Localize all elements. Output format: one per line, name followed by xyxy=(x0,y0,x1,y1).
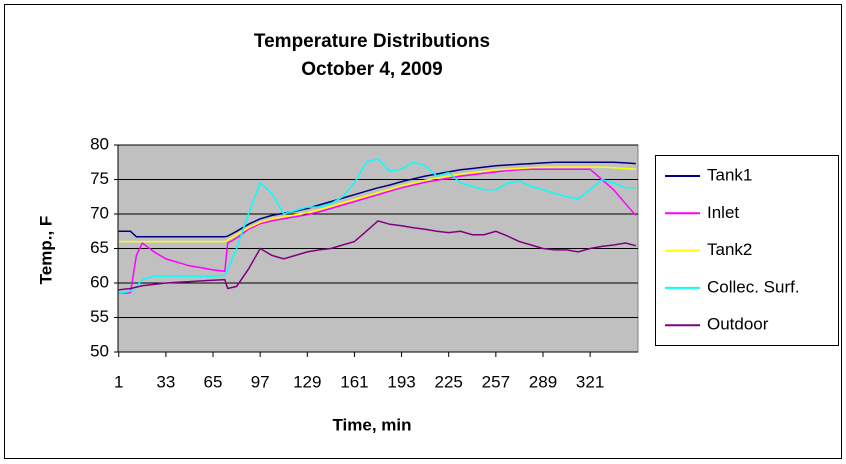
x-tick-label: 97 xyxy=(251,372,270,391)
x-tick-label: 65 xyxy=(204,372,223,391)
legend-label: Collec. Surf. xyxy=(707,277,800,296)
series-line xyxy=(118,161,636,238)
legend-label: Tank2 xyxy=(707,240,752,259)
series-line xyxy=(118,168,637,295)
series-line xyxy=(118,166,636,243)
y-tick-label: 65 xyxy=(90,238,109,257)
x-tick-label: 321 xyxy=(576,372,604,391)
y-axis-title: Temp., F xyxy=(36,216,55,285)
x-tick-label: 257 xyxy=(482,372,510,391)
series-line xyxy=(118,157,636,295)
x-tick-label: 289 xyxy=(529,372,557,391)
y-tick-label: 50 xyxy=(90,341,109,360)
x-tick-label: 225 xyxy=(435,372,463,391)
x-tick-label: 33 xyxy=(156,372,175,391)
y-tick-label: 70 xyxy=(90,203,109,222)
x-tick-label: 129 xyxy=(293,372,321,391)
legend-label: Outdoor xyxy=(707,315,769,334)
x-tick-label: 161 xyxy=(340,372,368,391)
x-tick-label: 1 xyxy=(114,372,123,391)
x-axis-title: Time, min xyxy=(332,415,411,434)
y-tick-label: 60 xyxy=(90,272,109,291)
legend-label: Inlet xyxy=(707,203,739,222)
y-tick-label: 75 xyxy=(90,169,109,188)
legend-label: Tank1 xyxy=(707,165,752,184)
y-tick-label: 55 xyxy=(90,307,109,326)
chart-subtitle: October 4, 2009 xyxy=(301,59,443,80)
series-line xyxy=(118,220,636,291)
y-tick-label: 80 xyxy=(90,134,109,153)
x-tick-label: 193 xyxy=(387,372,415,391)
chart-title: Temperature Distributions xyxy=(254,31,490,52)
